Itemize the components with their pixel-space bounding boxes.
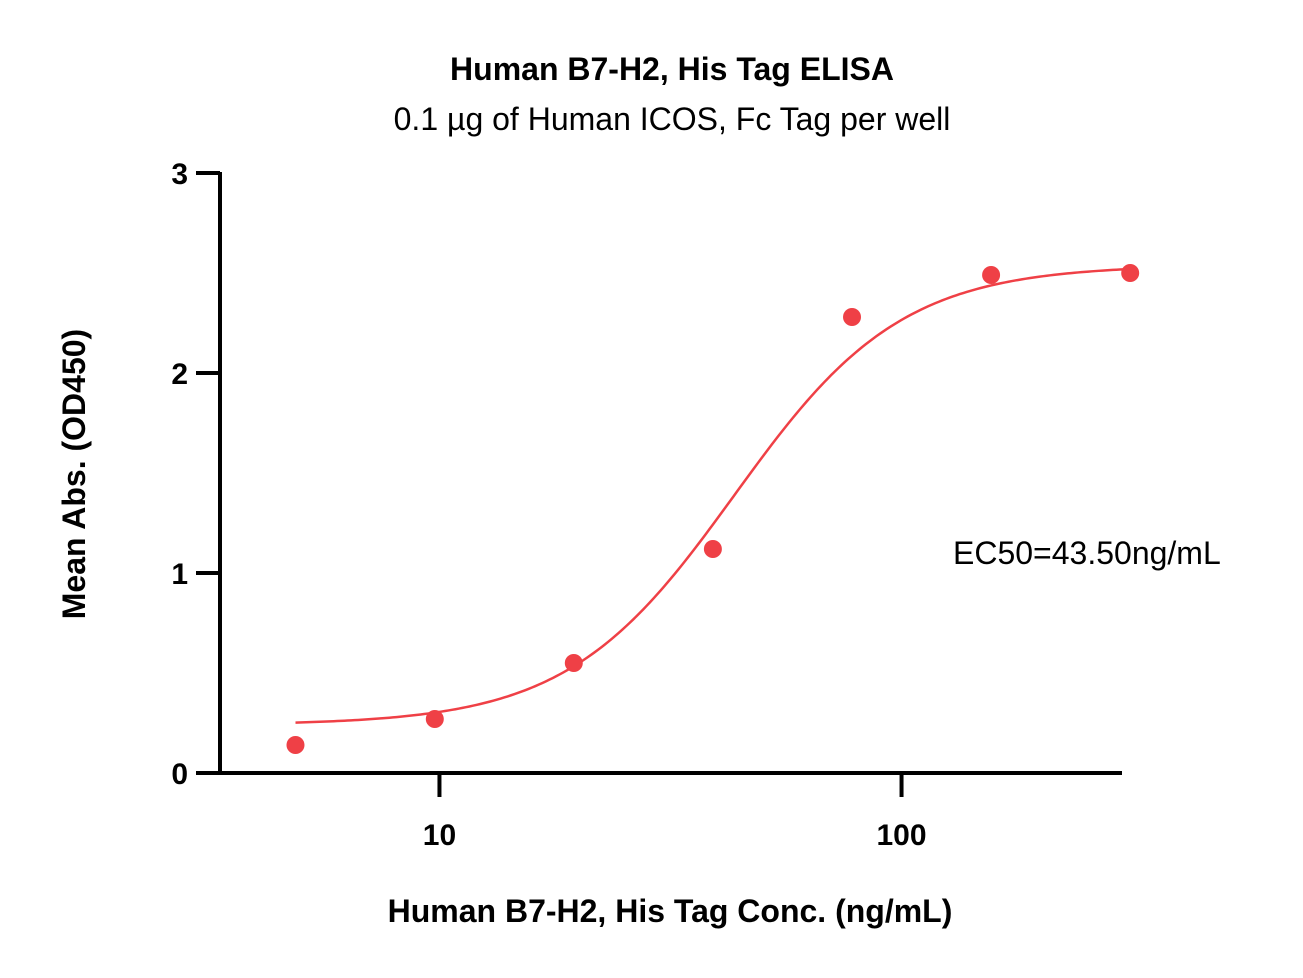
data-point [843,308,862,326]
axes [218,172,1122,775]
chart-subtitle: 0.1 µg of Human ICOS, Fc Tag per well [394,101,951,137]
data-point [1121,264,1140,282]
x-tick-label: 100 [877,819,927,852]
fit-curve [295,267,1131,724]
data-point [703,540,722,558]
y-tick-label: 1 [171,558,188,591]
data-point [425,710,444,728]
data-point [564,654,583,672]
x-axis-label: Human B7-H2, His Tag Conc. (ng/mL) [388,893,953,929]
y-axis-label: Mean Abs. (OD450) [56,329,92,619]
y-tick-label: 0 [171,758,188,791]
chart-title: Human B7-H2, His Tag ELISA [450,51,894,87]
data-point [982,266,1001,284]
data-point [286,736,305,754]
y-ticks: 0 1 2 3 [171,158,220,791]
x-ticks: 10 100 [423,773,927,852]
data-points [286,264,1140,754]
ec50-annotation: EC50=43.50ng/mL [953,535,1221,571]
x-tick-label: 10 [423,819,456,852]
y-tick-label: 3 [171,158,188,191]
y-tick-label: 2 [171,358,188,391]
